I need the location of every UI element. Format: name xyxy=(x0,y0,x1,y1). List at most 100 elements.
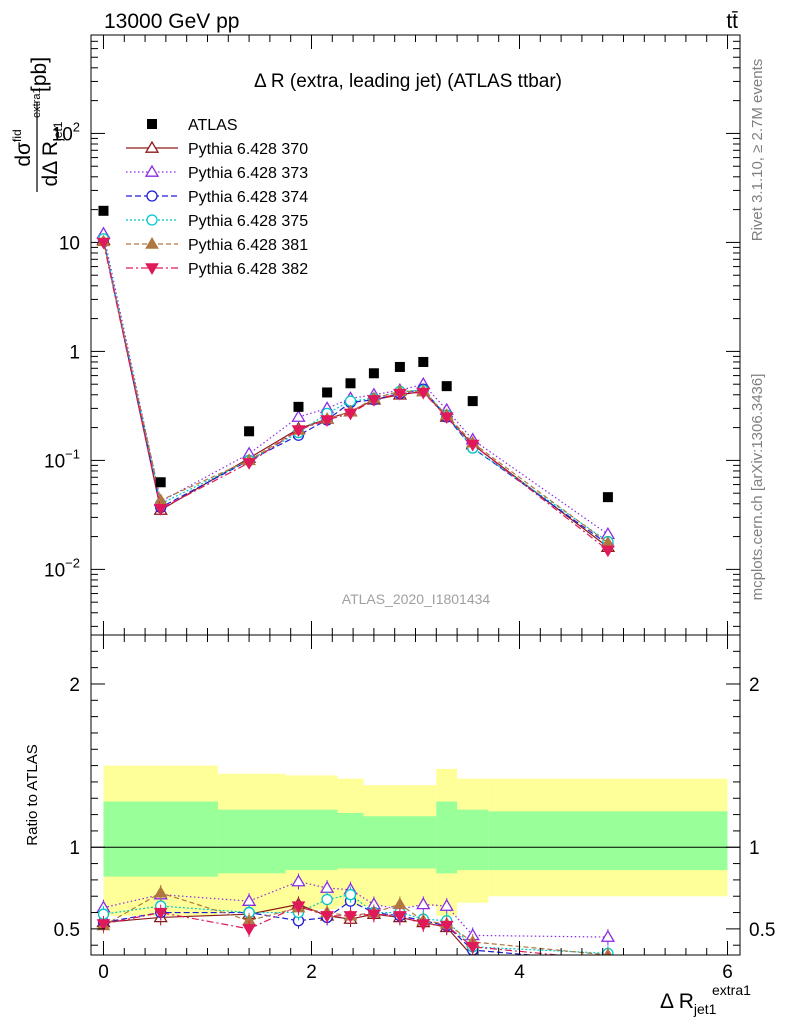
series-point xyxy=(439,412,454,425)
ratio-series-point xyxy=(344,888,357,901)
ratio-series-point xyxy=(153,885,168,898)
main-y-tick-label-base: 10 xyxy=(44,451,65,472)
ratio-y-tick-label-right: 2 xyxy=(749,675,760,696)
series-line xyxy=(102,238,609,543)
legend-item: Pythia 6.428 382 xyxy=(126,261,308,278)
side-label-mcplots: mcplots.cern.ch [arXiv:1306.3436] xyxy=(749,374,766,601)
main-y-tick-label: 10−2 xyxy=(44,555,80,581)
ratio-bands xyxy=(91,765,740,916)
legend: ATLAS Pythia 6.428 370 Pythia 6.428 373 Pyt… xyxy=(126,117,308,278)
ratio-series-point xyxy=(416,919,431,931)
series-line xyxy=(102,242,609,551)
ratio-series-point xyxy=(393,911,407,923)
series-2 xyxy=(96,226,616,540)
ratio-series-point xyxy=(96,919,111,931)
data-point xyxy=(244,426,255,437)
watermark: ATLAS_2020_I1801434 xyxy=(342,591,491,607)
series-line xyxy=(102,241,609,544)
atlas-data xyxy=(98,205,613,503)
series-3 xyxy=(97,234,614,550)
ratio-series-point xyxy=(439,920,454,933)
legend-label: Pythia 6.428 381 xyxy=(188,237,308,254)
legend-item: Pythia 6.428 374 xyxy=(126,189,308,206)
x-label-base: Δ R xyxy=(660,990,694,1013)
x-tick-label: 0 xyxy=(98,962,109,983)
ratio-y-tick-label-right: 0.5 xyxy=(749,920,775,941)
ratio-y-tick-label-right: 1 xyxy=(749,838,760,859)
ratio-marks xyxy=(96,873,616,969)
data-point xyxy=(368,368,379,379)
ratio-series-point xyxy=(439,898,454,911)
ratio-series-point xyxy=(153,907,168,920)
series-point xyxy=(242,458,256,470)
legend-marker xyxy=(145,237,159,249)
ratio-series-point xyxy=(465,942,480,954)
data-point xyxy=(322,387,333,398)
y-label-denominator: dΔ Rjet1 xyxy=(39,121,65,186)
uncertainty-band-inner xyxy=(103,801,218,877)
series-6 xyxy=(96,237,615,558)
main-y-tick-label-base: 10 xyxy=(52,124,73,145)
main-y-tick-label: 102 xyxy=(52,119,80,145)
series-line xyxy=(102,233,609,535)
x-tick-label: 2 xyxy=(306,962,317,983)
series-point xyxy=(465,439,480,452)
x-tick-label: 4 xyxy=(514,962,525,983)
main-y-tick-label-exp: −1 xyxy=(65,446,80,461)
ratio-series-point xyxy=(291,874,306,887)
series-point xyxy=(291,409,306,422)
series-point xyxy=(416,387,431,400)
series-point xyxy=(291,425,306,437)
main-y-tick-label-base: 10 xyxy=(44,560,65,581)
ratio-series-point xyxy=(343,911,358,923)
ratio-series-point xyxy=(602,959,614,969)
ratio-series-point xyxy=(600,929,616,942)
legend-item: Pythia 6.428 373 xyxy=(126,164,308,182)
series-point xyxy=(344,395,357,407)
series-point xyxy=(367,395,381,407)
legend-marker xyxy=(144,140,160,153)
legend-label: Pythia 6.428 373 xyxy=(188,165,308,182)
x-label-sub: jet1 xyxy=(693,1001,717,1017)
main-y-tick-label-base: 10 xyxy=(59,233,80,254)
data-point xyxy=(293,401,304,412)
uncertainty-band-inner xyxy=(217,809,286,874)
legend-item: ATLAS xyxy=(147,117,238,134)
series-line xyxy=(102,239,609,548)
main-title: Δ R (extra, leading jet) (ATLAS ttbar) xyxy=(254,71,562,92)
y-label-unit: [pb] xyxy=(28,57,51,92)
main-y-tick-label: 10 xyxy=(59,233,80,254)
legend-marker xyxy=(145,263,159,275)
data-point xyxy=(345,378,356,389)
series-point xyxy=(343,408,358,421)
x-axis-label: Δ Rjet1 xyxy=(660,990,717,1017)
legend-label: Pythia 6.428 382 xyxy=(188,261,308,278)
header-right: tt̄ xyxy=(726,10,738,33)
series-1 xyxy=(96,232,616,552)
data-point xyxy=(394,361,405,372)
main-y-tick-label-exp: 2 xyxy=(73,119,80,134)
x-label-sup: extra1 xyxy=(712,982,751,998)
main-y-tick-label-base: 1 xyxy=(69,342,80,363)
y-label-den: dΔ R xyxy=(39,141,62,187)
ratio-series-line xyxy=(103,880,608,938)
main-y-tick-label: 10−1 xyxy=(44,446,80,472)
data-point xyxy=(602,492,613,503)
legend-item: Pythia 6.428 381 xyxy=(126,237,308,254)
legend-label: Pythia 6.428 370 xyxy=(188,141,308,158)
legend-label: ATLAS xyxy=(188,117,238,134)
uncertainty-band-inner xyxy=(488,811,728,871)
header-left: 13000 GeV pp xyxy=(104,10,239,33)
ratio-series-line xyxy=(103,900,538,955)
ratio-series-point xyxy=(320,911,334,923)
series-point xyxy=(96,237,111,250)
uncertainty-band-inner xyxy=(337,812,364,869)
legend-item: Pythia 6.428 370 xyxy=(126,140,308,158)
main-y-tick-label-exp: −2 xyxy=(65,555,80,570)
ratio-y-label: Ratio to ATLAS xyxy=(24,744,41,845)
series-point xyxy=(153,493,168,506)
data-point xyxy=(418,356,429,367)
